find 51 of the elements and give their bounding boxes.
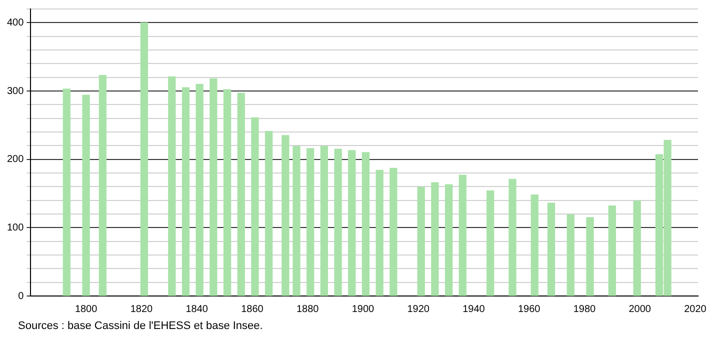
x-tick-label: 1980	[573, 304, 596, 315]
y-tick-label: 100	[6, 222, 24, 234]
x-tick-label: 1840	[186, 304, 208, 315]
x-tick-label: 1860	[241, 304, 264, 315]
bar	[547, 202, 556, 296]
bar	[251, 117, 259, 296]
bar	[530, 194, 538, 296]
bar	[508, 178, 516, 296]
y-tick-label: 0	[18, 290, 24, 302]
x-tick-label: 1920	[407, 304, 430, 315]
x-tick-label: 1900	[352, 304, 375, 315]
bar	[292, 146, 300, 296]
y-tick-label: 400	[6, 17, 24, 28]
bar	[182, 87, 190, 296]
bar	[348, 150, 356, 296]
bar	[223, 89, 232, 296]
bar	[237, 92, 245, 296]
bar	[334, 148, 342, 296]
bar	[458, 174, 466, 296]
bar	[431, 182, 439, 296]
x-tick-label: 2020	[684, 304, 707, 315]
x-tick-label: 1800	[74, 304, 98, 315]
x-tick-label: 1820	[130, 304, 153, 315]
bar	[586, 217, 594, 296]
bar	[210, 78, 218, 296]
bar	[633, 200, 641, 296]
bar	[98, 74, 107, 296]
bar	[390, 168, 398, 296]
bar	[282, 135, 290, 296]
x-tick-label: 1940	[462, 304, 486, 315]
bar	[306, 148, 314, 296]
bar	[566, 214, 574, 296]
bar	[444, 184, 453, 296]
bar	[62, 88, 71, 296]
x-tick-label: 1880	[296, 304, 320, 315]
y-tick-label: 300	[6, 86, 24, 97]
bar	[362, 152, 370, 296]
bar	[82, 94, 90, 296]
bar	[140, 22, 148, 296]
source-note: Sources : base Cassini de l'EHESS et base Insee.	[18, 320, 263, 332]
bar	[417, 187, 425, 296]
bar	[608, 205, 616, 296]
bar	[320, 146, 328, 296]
y-tick-label: 200	[6, 154, 24, 166]
bar	[376, 170, 384, 296]
bar	[264, 130, 273, 296]
x-tick-label: 1960	[518, 304, 541, 315]
bar	[486, 190, 494, 296]
bar	[168, 76, 176, 296]
bar	[196, 84, 204, 296]
x-tick-label: 2000	[628, 304, 652, 315]
